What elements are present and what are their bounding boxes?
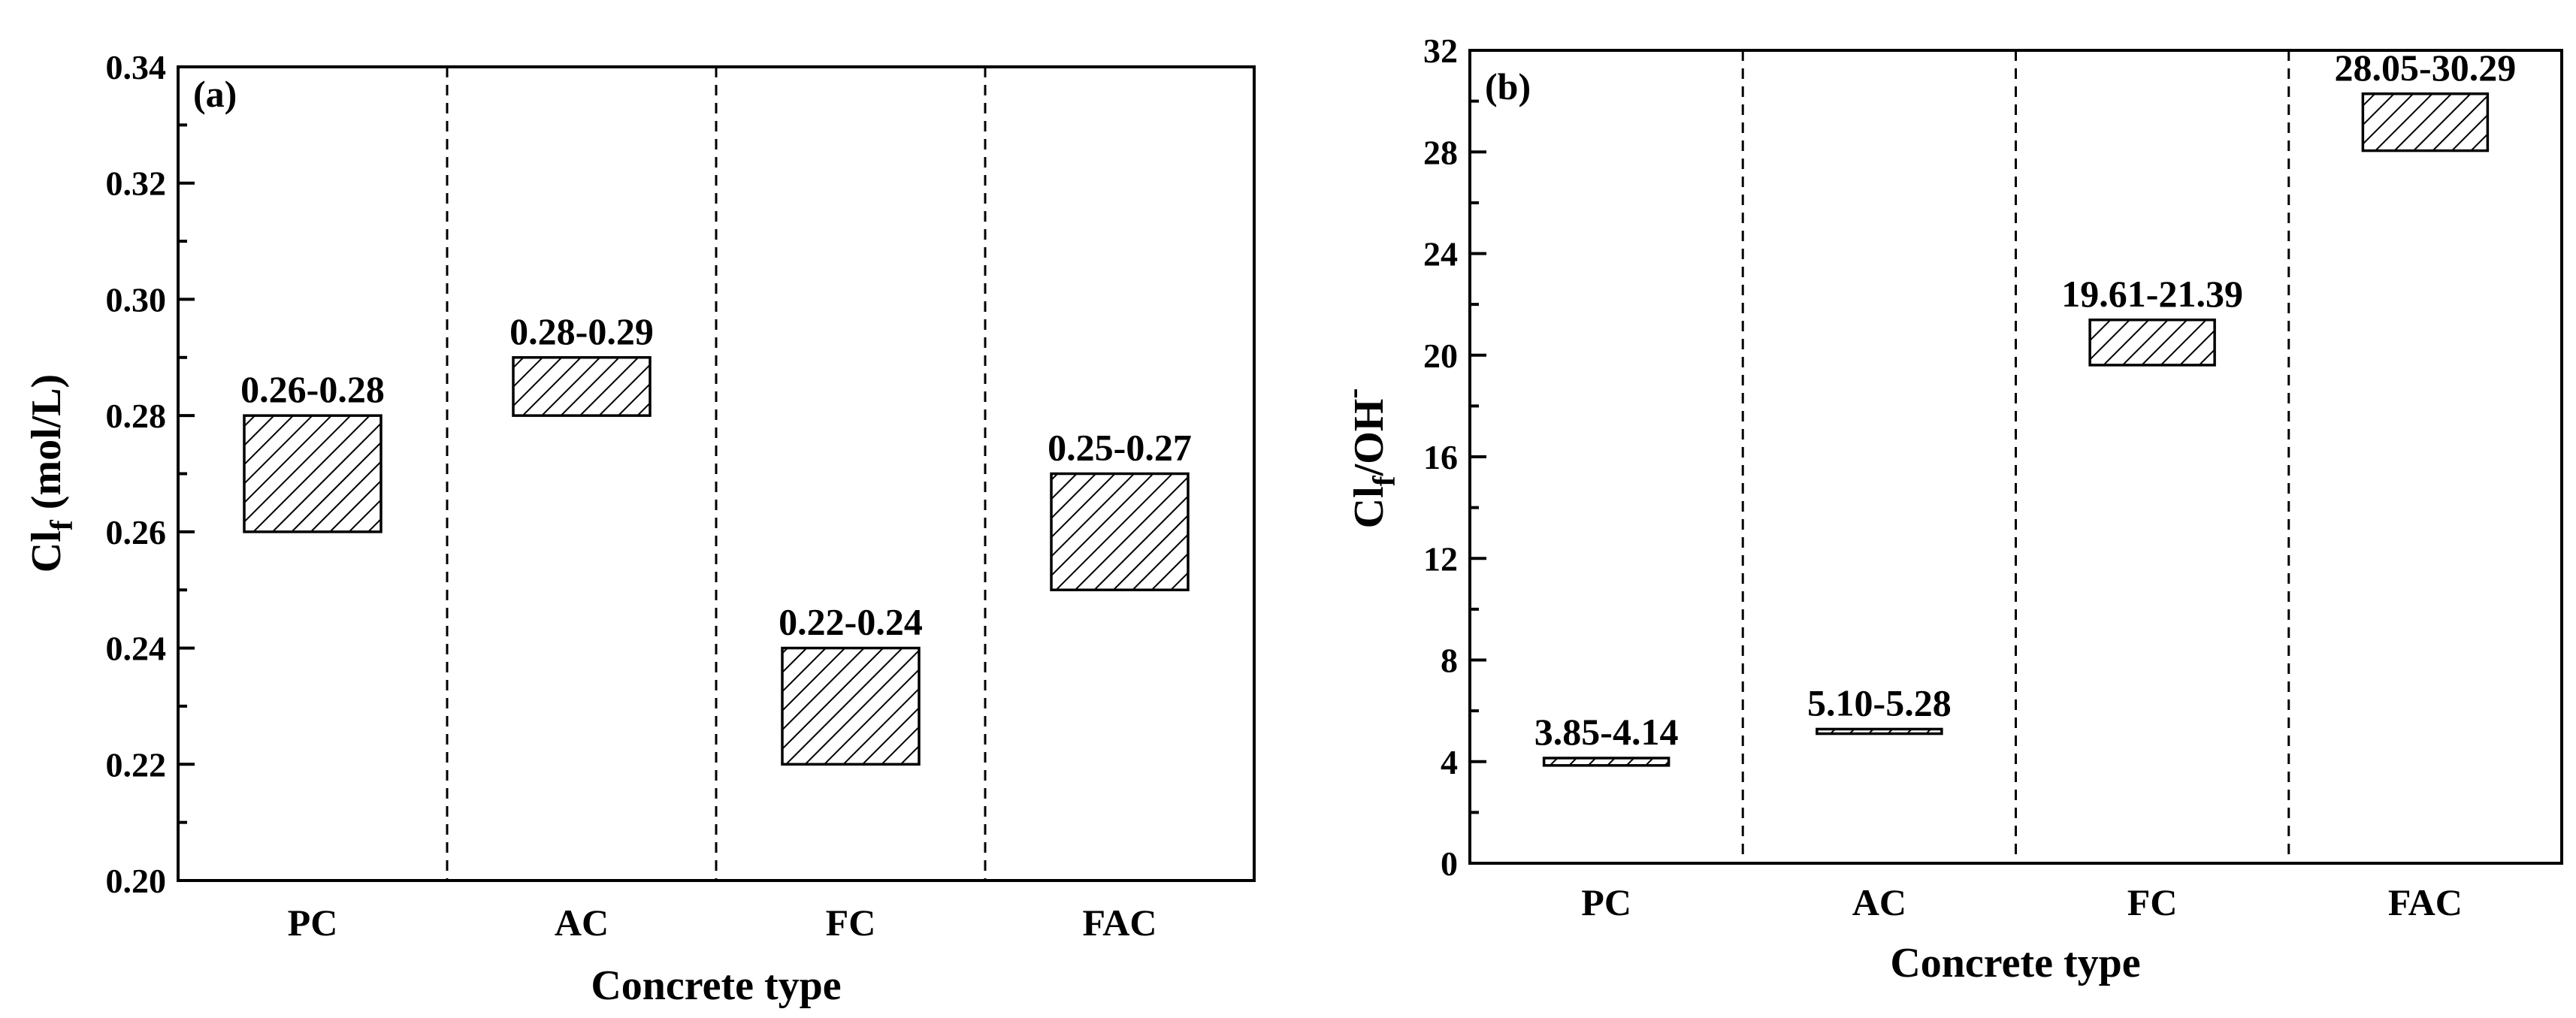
range-box-ac xyxy=(512,356,652,417)
panel-label: (a) xyxy=(193,73,237,115)
range-box-fac xyxy=(2361,92,2490,153)
range-box-ac xyxy=(1816,727,1943,736)
range-label-fc: 0.22-0.24 xyxy=(779,601,923,643)
panel-label: (b) xyxy=(1485,65,1531,107)
range-box-fc xyxy=(781,646,921,766)
range-label-fac: 28.05-30.29 xyxy=(2335,47,2517,89)
range-boxes xyxy=(243,356,1190,766)
y-tick-label: 0.30 xyxy=(106,280,167,319)
x-tick-label-pc: PC xyxy=(288,902,338,944)
y-tick-label: 0.20 xyxy=(106,862,167,900)
y-tick-label: 0.24 xyxy=(106,630,167,668)
x-tick-label-fac: FAC xyxy=(1082,902,1156,944)
panel-a: 0.20 0.22 0.24 0.26 0.28 0.30 0.32 0.34 0.26-0.… xyxy=(23,48,1256,1009)
x-tick-label-fac: FAC xyxy=(2388,881,2463,923)
range-label-ac: 5.10-5.28 xyxy=(1807,681,1952,723)
x-tick-label-ac: AC xyxy=(555,902,609,944)
range-label-pc: 3.85-4.14 xyxy=(1534,711,1679,753)
y-tick-label: 0.32 xyxy=(106,165,167,203)
x-axis-title: Concrete type xyxy=(591,962,841,1009)
range-label-fac: 0.25-0.27 xyxy=(1048,427,1192,469)
category-separators xyxy=(446,67,987,881)
panel-b: 0 4 8 12 16 20 24 28 32 3.85-4.14 5.10-5.28 19.61-… xyxy=(1336,32,2563,986)
y-axis-title: Clf/OH- xyxy=(1336,388,1402,529)
range-label-ac: 0.28-0.29 xyxy=(509,310,654,352)
y-tick-label: 0 xyxy=(1441,844,1458,883)
y-tick-label: 20 xyxy=(1423,337,1458,375)
x-tick-label-ac: AC xyxy=(1852,881,1906,923)
y-axis-title: Clf (mol/L) xyxy=(23,374,80,572)
x-tick-label-pc: PC xyxy=(1581,881,1631,923)
range-label-pc: 0.26-0.28 xyxy=(240,368,385,410)
y-tick-label: 0.26 xyxy=(106,513,167,551)
category-separators xyxy=(1741,50,2290,863)
x-tick-labels: PC AC FC FAC xyxy=(288,902,1157,944)
range-box-pc xyxy=(243,414,382,533)
y-tick-label: 0.22 xyxy=(106,745,167,784)
x-axis-title: Concrete type xyxy=(1890,940,2140,986)
range-labels: 0.26-0.28 0.28-0.29 0.22-0.24 0.25-0.27 xyxy=(240,310,1192,643)
y-axis-ticks: 0.20 0.22 0.24 0.26 0.28 0.30 0.32 0.34 xyxy=(106,48,195,900)
y-tick-label: 24 xyxy=(1423,235,1458,273)
y-tick-label: 0.28 xyxy=(106,397,167,435)
y-tick-label: 12 xyxy=(1423,539,1458,578)
range-labels: 3.85-4.14 5.10-5.28 19.61-21.39 28.05-30.29 xyxy=(1534,47,2516,753)
y-tick-label: 8 xyxy=(1441,642,1458,680)
x-tick-label-fc: FC xyxy=(826,902,876,944)
y-tick-label: 0.34 xyxy=(106,48,167,86)
range-box-fc xyxy=(2088,319,2216,367)
y-tick-label: 16 xyxy=(1423,438,1458,476)
y-axis-ticks: 0 4 8 12 16 20 24 28 32 xyxy=(1423,32,1486,883)
range-box-pc xyxy=(1542,757,1670,767)
x-tick-label-fc: FC xyxy=(2127,881,2178,923)
range-box-fac xyxy=(1050,472,1190,591)
range-label-fc: 19.61-21.39 xyxy=(2061,273,2243,315)
range-boxes xyxy=(1542,92,2490,767)
y-tick-label: 4 xyxy=(1441,743,1458,781)
x-tick-labels: PC AC FC FAC xyxy=(1581,881,2463,923)
y-tick-label: 28 xyxy=(1423,133,1458,171)
y-tick-label: 32 xyxy=(1423,32,1458,70)
